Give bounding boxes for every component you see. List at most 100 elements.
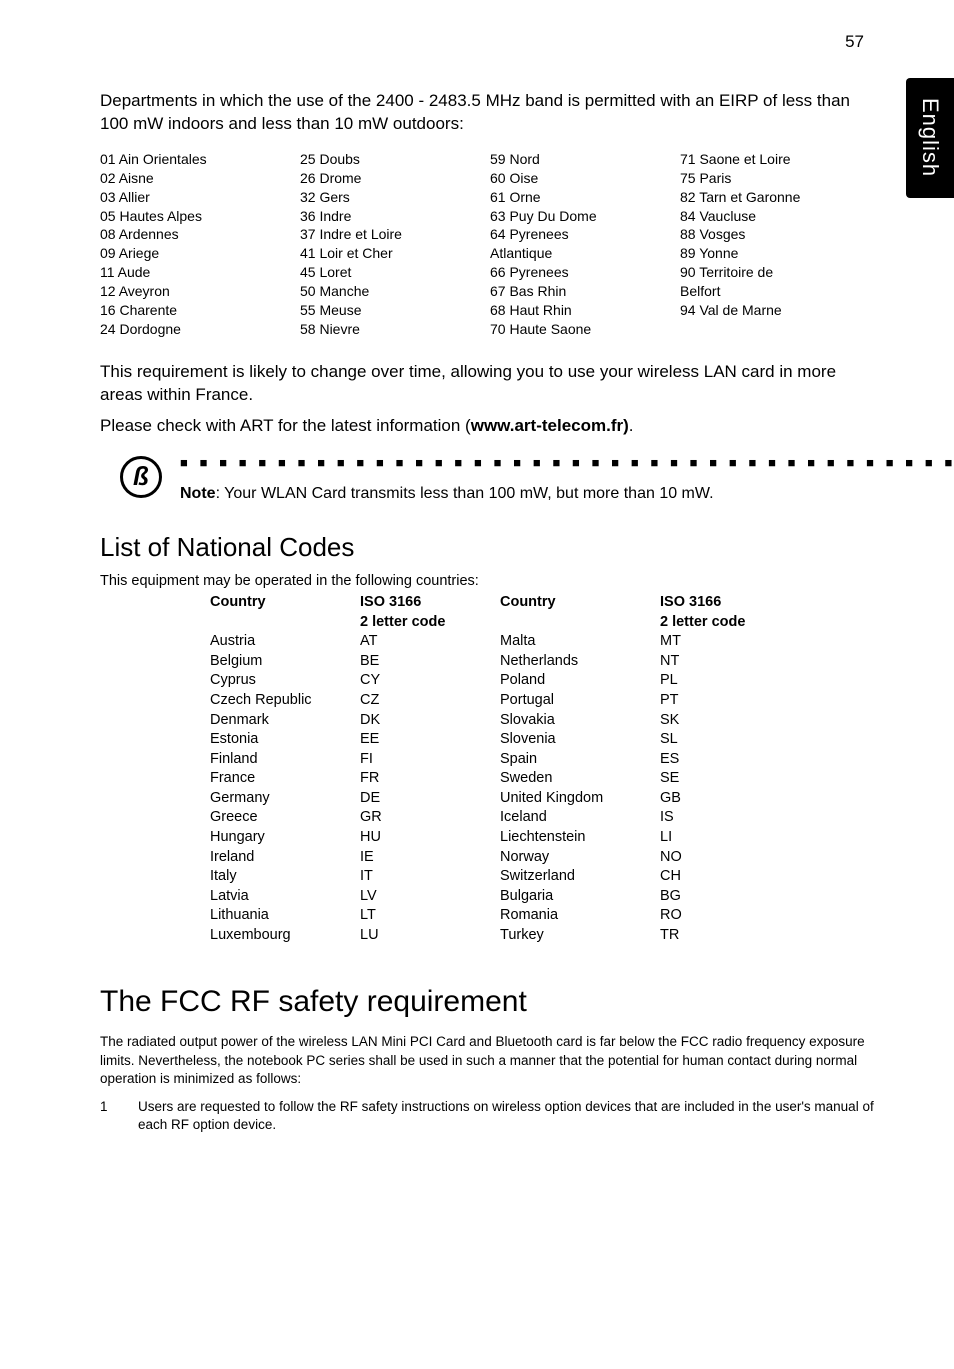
intro-paragraph: Departments in which the use of the 2400… bbox=[100, 90, 874, 136]
table-cell: Ireland bbox=[210, 848, 360, 868]
table-row: FranceFRSwedenSE bbox=[210, 769, 874, 789]
table-cell: France bbox=[210, 769, 360, 789]
note-body: : Your WLAN Card transmits less than 100… bbox=[216, 485, 714, 502]
note-icon: ß bbox=[120, 456, 162, 498]
table-cell: GR bbox=[360, 808, 500, 828]
table-cell: Sweden bbox=[500, 769, 660, 789]
table-cell: GB bbox=[660, 789, 800, 809]
table-row: Czech RepublicCZPortugalPT bbox=[210, 691, 874, 711]
table-cell: BE bbox=[360, 652, 500, 672]
table-row: GermanyDEUnited KingdomGB bbox=[210, 789, 874, 809]
requirement-paragraph: This requirement is likely to change ove… bbox=[100, 361, 874, 407]
table-cell: Slovakia bbox=[500, 711, 660, 731]
table-cell: Czech Republic bbox=[210, 691, 360, 711]
table-cell: Spain bbox=[500, 750, 660, 770]
table-cell: NO bbox=[660, 848, 800, 868]
table-cell: Estonia bbox=[210, 730, 360, 750]
table-cell: Germany bbox=[210, 789, 360, 809]
table-cell: Luxembourg bbox=[210, 926, 360, 946]
check-suffix: . bbox=[629, 416, 634, 435]
fcc-body: The radiated output power of the wireles… bbox=[100, 1033, 874, 1088]
table-cell: Greece bbox=[210, 808, 360, 828]
table-cell: Cyprus bbox=[210, 671, 360, 691]
table-cell: AT bbox=[360, 632, 500, 652]
hdr-iso-2b: 2 letter code bbox=[660, 613, 800, 633]
departments-columns: 01 Ain Orientales 02 Aisne 03 Allier 05 … bbox=[100, 150, 874, 339]
table-cell: Austria bbox=[210, 632, 360, 652]
codes-header-row-1: Country ISO 3166 Country ISO 3166 bbox=[210, 593, 874, 613]
table-cell: LT bbox=[360, 906, 500, 926]
hdr-iso-2a: ISO 3166 bbox=[660, 593, 800, 613]
table-row: FinlandFISpainES bbox=[210, 750, 874, 770]
table-row: LatviaLVBulgariaBG bbox=[210, 887, 874, 907]
codes-header-row-2: 2 letter code 2 letter code bbox=[210, 613, 874, 633]
table-cell: CH bbox=[660, 867, 800, 887]
table-cell: PT bbox=[660, 691, 800, 711]
table-cell: Portugal bbox=[500, 691, 660, 711]
table-cell: HU bbox=[360, 828, 500, 848]
equipment-intro: This equipment may be operated in the fo… bbox=[100, 573, 874, 589]
table-cell: SK bbox=[660, 711, 800, 731]
table-cell: Norway bbox=[500, 848, 660, 868]
table-cell: CY bbox=[360, 671, 500, 691]
table-cell: TR bbox=[660, 926, 800, 946]
table-cell: Slovenia bbox=[500, 730, 660, 750]
table-cell: Bulgaria bbox=[500, 887, 660, 907]
note-dashes: ■ ■ ■ ■ ■ ■ ■ ■ ■ ■ ■ ■ ■ ■ ■ ■ ■ ■ ■ ■ … bbox=[180, 456, 954, 471]
table-row: IrelandIENorwayNO bbox=[210, 848, 874, 868]
dept-col-2: 25 Doubs 26 Drome 32 Gers 36 Indre 37 In… bbox=[300, 150, 490, 339]
table-cell: Turkey bbox=[500, 926, 660, 946]
table-cell: Romania bbox=[500, 906, 660, 926]
hdr-country-1: Country bbox=[210, 593, 360, 613]
table-cell: DE bbox=[360, 789, 500, 809]
check-paragraph: Please check with ART for the latest inf… bbox=[100, 415, 874, 438]
table-cell: Finland bbox=[210, 750, 360, 770]
hdr-blank-1 bbox=[210, 613, 360, 633]
hdr-iso-1a: ISO 3166 bbox=[360, 593, 500, 613]
table-row: EstoniaEESloveniaSL bbox=[210, 730, 874, 750]
dept-col-3: 59 Nord 60 Oise 61 Orne 63 Puy Du Dome 6… bbox=[490, 150, 680, 339]
table-cell: FI bbox=[360, 750, 500, 770]
table-cell: PL bbox=[660, 671, 800, 691]
national-codes-heading: List of National Codes bbox=[100, 532, 874, 563]
table-cell: DK bbox=[360, 711, 500, 731]
table-cell: Denmark bbox=[210, 711, 360, 731]
codes-table: Country ISO 3166 Country ISO 3166 2 lett… bbox=[210, 593, 874, 945]
table-cell: SL bbox=[660, 730, 800, 750]
table-cell: Belgium bbox=[210, 652, 360, 672]
table-cell: NT bbox=[660, 652, 800, 672]
table-cell: Poland bbox=[500, 671, 660, 691]
hdr-country-2: Country bbox=[500, 593, 660, 613]
list-text: Users are requested to follow the RF saf… bbox=[138, 1098, 874, 1134]
table-row: GreeceGRIcelandIS bbox=[210, 808, 874, 828]
table-cell: MT bbox=[660, 632, 800, 652]
table-cell: CZ bbox=[360, 691, 500, 711]
table-cell: LV bbox=[360, 887, 500, 907]
note-label: Note bbox=[180, 485, 216, 502]
table-cell: IS bbox=[660, 808, 800, 828]
table-cell: IE bbox=[360, 848, 500, 868]
fcc-heading: The FCC RF safety requirement bbox=[100, 985, 874, 1019]
table-row: ItalyITSwitzerlandCH bbox=[210, 867, 874, 887]
check-link-bold: www.art-telecom.fr) bbox=[471, 416, 629, 435]
table-cell: BG bbox=[660, 887, 800, 907]
table-row: AustriaATMaltaMT bbox=[210, 632, 874, 652]
table-cell: FR bbox=[360, 769, 500, 789]
table-cell: IT bbox=[360, 867, 500, 887]
note-text: Note: Your WLAN Card transmits less than… bbox=[180, 483, 954, 505]
table-row: DenmarkDKSlovakiaSK bbox=[210, 711, 874, 731]
dept-col-4: 71 Saone et Loire 75 Paris 82 Tarn et Ga… bbox=[680, 150, 880, 339]
table-cell: Italy bbox=[210, 867, 360, 887]
table-cell: Switzerland bbox=[500, 867, 660, 887]
table-cell: ES bbox=[660, 750, 800, 770]
table-row: HungaryHULiechtensteinLI bbox=[210, 828, 874, 848]
table-row: CyprusCYPolandPL bbox=[210, 671, 874, 691]
table-cell: Lithuania bbox=[210, 906, 360, 926]
table-cell: SE bbox=[660, 769, 800, 789]
table-cell: Hungary bbox=[210, 828, 360, 848]
hdr-blank-2 bbox=[500, 613, 660, 633]
table-cell: LU bbox=[360, 926, 500, 946]
table-row: LithuaniaLTRomaniaRO bbox=[210, 906, 874, 926]
language-tab: English bbox=[906, 78, 954, 198]
dept-col-1: 01 Ain Orientales 02 Aisne 03 Allier 05 … bbox=[100, 150, 300, 339]
